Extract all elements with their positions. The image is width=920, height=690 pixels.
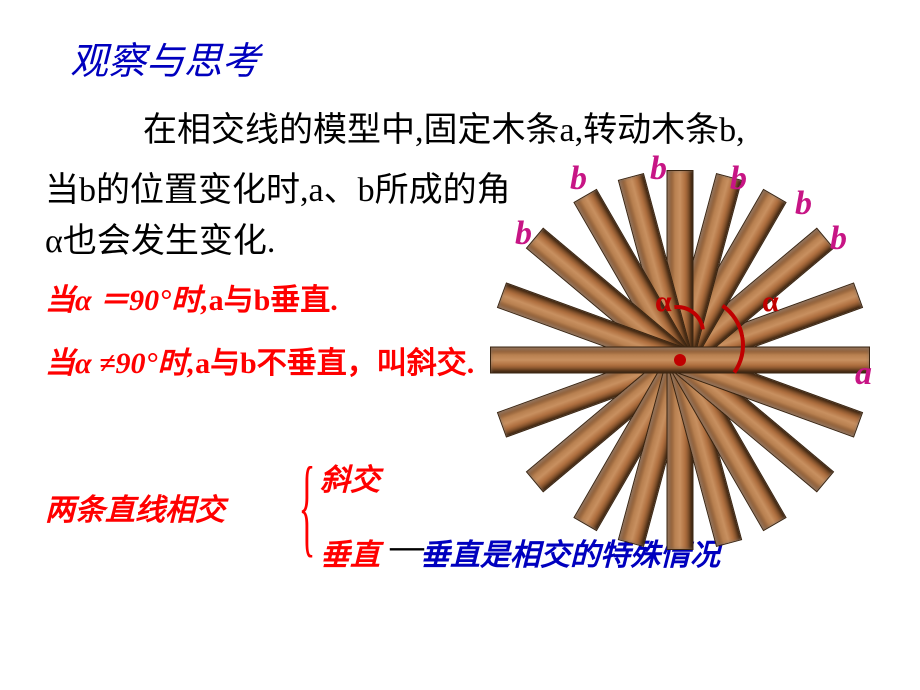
- oblique-label: 斜交: [320, 455, 380, 499]
- b-label-2: b: [570, 160, 587, 198]
- b-label-3: b: [650, 150, 667, 188]
- red-statement-1: 当α ＝90°时,a与b垂直.: [45, 275, 338, 319]
- a-label: a: [855, 355, 872, 393]
- brace-icon: {: [299, 442, 316, 569]
- alpha-label-2: α: [762, 285, 779, 319]
- red1-post: a与b垂直.: [209, 284, 338, 317]
- red2-post: a与b不垂直，叫斜交.: [195, 347, 474, 380]
- section-title: 观察与思考: [70, 30, 260, 85]
- paragraph-2: 当b的位置变化时,a、b所成的角α也会发生变化.: [45, 165, 515, 267]
- b-label-1: b: [515, 215, 532, 253]
- red2-pre: 当α ≠90°时,: [45, 347, 195, 380]
- alpha-label-1: α: [655, 285, 672, 319]
- b-label-5: b: [795, 185, 812, 223]
- b-label-6: b: [830, 220, 847, 258]
- red1-pre: 当α ＝90°时,: [45, 284, 209, 317]
- sticks-diagram: α α b b b b b b a: [460, 140, 900, 580]
- dash-separator: —: [390, 528, 424, 566]
- perpendicular-label: 垂直: [320, 530, 380, 574]
- red-statement-2: 当α ≠90°时,a与b不垂直，叫斜交.: [45, 340, 475, 388]
- red-statement-3: 两条直线相交: [45, 485, 225, 529]
- b-label-4: b: [730, 160, 747, 198]
